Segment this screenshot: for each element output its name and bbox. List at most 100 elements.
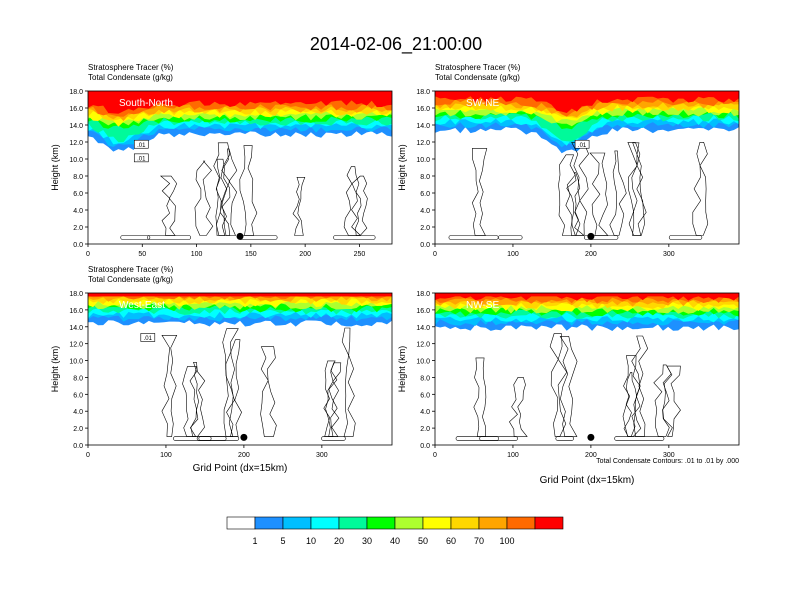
panel-name-label: West-East (119, 300, 165, 311)
contour-label-box (574, 139, 590, 149)
condensate-contours (448, 142, 709, 240)
y-tick-label: 6.0 (73, 191, 83, 198)
y-tick-label: 12.0 (416, 342, 430, 349)
panel-title: Stratosphere Tracer (%) (88, 265, 174, 274)
condensate-contour (628, 142, 647, 236)
figure-title: 2014-02-06_21:00:00 (310, 34, 482, 55)
y-tick-label: 18.0 (416, 89, 430, 96)
y-tick-label: 8.0 (420, 174, 430, 181)
low-cloud-contour (147, 235, 192, 240)
low-cloud-contour (668, 235, 703, 240)
condensate-contours (161, 327, 356, 441)
colorbar-swatch (226, 516, 256, 530)
colorbar-label: 5 (280, 536, 285, 546)
condensate-contour (558, 154, 576, 236)
y-tick-label: 16.0 (416, 308, 430, 315)
low-cloud-contour (479, 436, 518, 441)
condensate-contour (260, 346, 277, 437)
y-axis-label: Height (km) (397, 346, 407, 393)
panel-subtitle: Total Condensate (g/kg) (88, 275, 173, 284)
y-tick-label: 18.0 (69, 89, 83, 96)
x-tick-label: 100 (507, 251, 519, 258)
condensate-contour (161, 335, 178, 437)
condensate-contour (622, 355, 641, 437)
condensate-contour (343, 166, 362, 236)
y-tick-label: 4.0 (420, 208, 430, 215)
y-axis-label: Height (km) (397, 144, 407, 191)
condensate-contour (351, 175, 368, 236)
panel-sw-ne: .01 SW-NE 0.0 2.0 4.0 6.0 8.0 10.0 12.0 14.0 16.0 1… (397, 63, 740, 258)
tracer-field (435, 91, 739, 154)
low-cloud-contour (498, 235, 523, 240)
contour-label-box (140, 333, 156, 342)
y-tick-label: 14.0 (69, 325, 83, 332)
x-tick-label: 300 (316, 452, 328, 459)
y-tick-label: 8.0 (420, 375, 430, 382)
condensate-contour (662, 365, 681, 437)
x-tick-label: 300 (663, 452, 675, 459)
panels: .01 .01 South-North 0.0 2.0 4.0 6.0 8.0 10.0 12.0… (50, 63, 740, 486)
contour-note: Total Condensate Contours: .01 to .01 by… (596, 458, 739, 465)
colorbar-swatch (394, 516, 424, 530)
contour-label: .01 (137, 156, 146, 162)
condensate-contour (325, 362, 342, 437)
colorbar-swatch (506, 516, 536, 530)
panel-title: Stratosphere Tracer (%) (435, 63, 521, 72)
colorbar-label: 20 (334, 536, 344, 546)
plot-frame (87, 90, 393, 245)
condensate-contour (323, 360, 338, 437)
condensate-contour (225, 339, 242, 437)
condensate-contour (213, 142, 231, 236)
location-marker (240, 433, 248, 441)
colorbar-swatch (478, 516, 508, 530)
y-tick-label: 2.0 (73, 225, 83, 232)
tracer-field (435, 293, 739, 331)
y-tick-label: 0.0 (420, 242, 430, 249)
panel-title: Stratosphere Tracer (%) (88, 63, 174, 72)
x-tick-label: 100 (191, 251, 203, 258)
contour-label: .01 (137, 143, 146, 149)
low-cloud-contour (583, 235, 619, 240)
x-tick-label: 250 (354, 251, 366, 258)
x-tick-label: 150 (245, 251, 257, 258)
colorbar-swatch (366, 516, 396, 530)
condensate-contour (623, 372, 642, 437)
y-tick-label: 2.0 (73, 426, 83, 433)
y-tick-label: 6.0 (420, 392, 430, 399)
y-tick-label: 6.0 (73, 392, 83, 399)
y-tick-label: 8.0 (73, 375, 83, 382)
colorbar: 1 5 10 20 30 40 50 60 70 100 (226, 516, 564, 546)
condensate-contour (627, 142, 645, 236)
y-tick-label: 8.0 (73, 174, 83, 181)
colorbar-label: 30 (362, 536, 372, 546)
colorbar-label: 40 (390, 536, 400, 546)
condensate-contour (239, 145, 258, 236)
condensate-contour (159, 175, 178, 236)
colorbar-label: 10 (306, 536, 316, 546)
condensate-contour (222, 328, 239, 437)
tracer-field (88, 91, 392, 152)
colorbar-label: 100 (499, 536, 514, 546)
x-tick-label: 200 (585, 251, 597, 258)
condensate-contour (189, 362, 206, 437)
contour-label-box (133, 153, 149, 163)
tracer-band (435, 293, 739, 301)
low-cloud-contour (555, 436, 574, 441)
condensate-contour (692, 142, 709, 236)
condensate-contour (194, 160, 214, 236)
low-cloud-contour (173, 436, 212, 441)
contour-label: .01 (578, 143, 587, 149)
low-cloud-contour (321, 436, 346, 441)
y-tick-label: 4.0 (73, 409, 83, 416)
low-cloud-contour (455, 436, 499, 441)
plot-frame (87, 292, 393, 446)
panel-subtitle: Total Condensate (g/kg) (435, 73, 520, 82)
y-tick-label: 14.0 (416, 325, 430, 332)
condensate-contour (215, 158, 231, 236)
location-marker (236, 232, 244, 240)
tracer-band (88, 293, 392, 297)
y-tick-label: 16.0 (416, 106, 430, 113)
condensate-contour (566, 172, 585, 236)
panel-name-label: South-North (119, 98, 173, 109)
low-cloud-contour (120, 235, 151, 240)
